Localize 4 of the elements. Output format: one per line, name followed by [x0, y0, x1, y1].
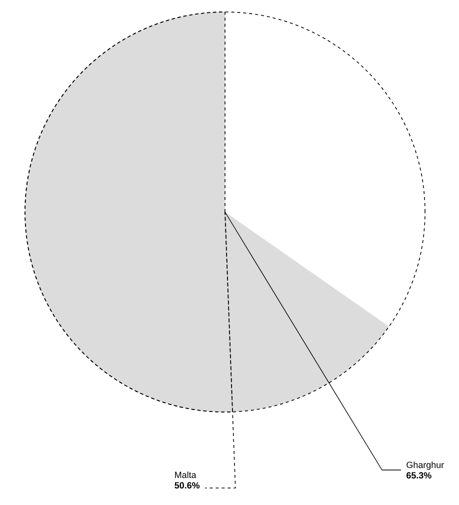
- data-label: 50.6%: [174, 482, 200, 489]
- slice-label: Malta: [175, 471, 196, 478]
- slice-label: Gharghur: [406, 461, 444, 470]
- data-label: 65.3%: [406, 472, 432, 479]
